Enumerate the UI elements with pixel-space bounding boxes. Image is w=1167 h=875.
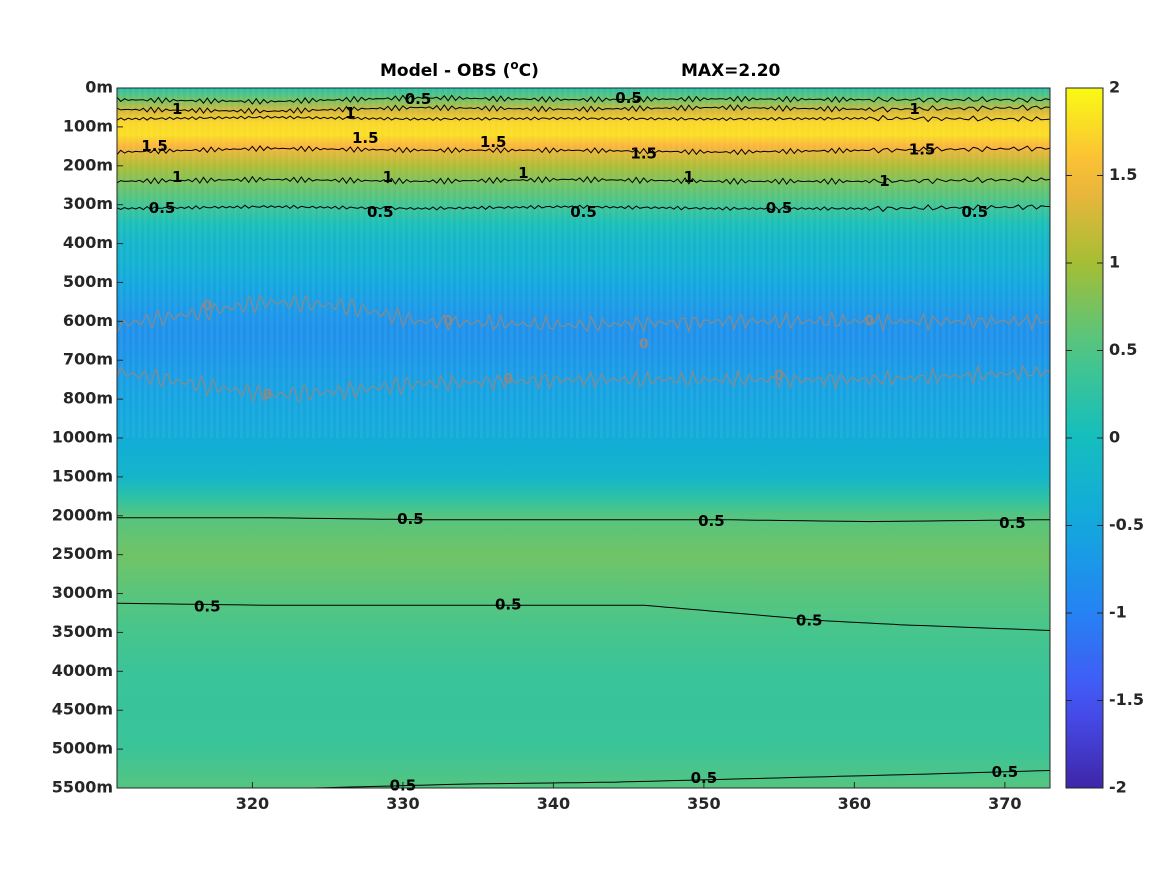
y-tick-label-12: 2500m bbox=[52, 544, 113, 563]
contour-label-13: 1 bbox=[684, 168, 694, 186]
contour-label-22: 0 bbox=[639, 337, 649, 353]
y-tick-label-10: 1500m bbox=[52, 466, 113, 485]
y-tick-label-9: 1000m bbox=[52, 428, 113, 447]
contour-label-27: 0.5 bbox=[397, 510, 424, 528]
contour-line-8 bbox=[117, 517, 1050, 523]
colorbar-bar bbox=[1066, 88, 1103, 788]
y-tick-label-2: 200m bbox=[63, 155, 113, 174]
contour-label-31: 0.5 bbox=[495, 596, 522, 614]
contour-label-16: 0.5 bbox=[367, 203, 394, 221]
contour-line-2 bbox=[117, 114, 1050, 123]
colorbar-tick-label-2: 1 bbox=[1109, 253, 1120, 272]
y-tick-label-18: 5500m bbox=[52, 778, 113, 797]
contour-label-1: 0.5 bbox=[615, 89, 642, 107]
contour-label-15: 0.5 bbox=[149, 199, 176, 217]
contour-label-34: 0.5 bbox=[691, 769, 718, 787]
contour-label-9: 1.5 bbox=[909, 141, 936, 159]
contour-label-18: 0.5 bbox=[766, 199, 793, 217]
x-tick-label-3: 350 bbox=[687, 794, 720, 813]
contour-label-7: 1.5 bbox=[480, 133, 507, 151]
contour-label-10: 1 bbox=[172, 168, 182, 186]
colorbar-tick-label-4: 0 bbox=[1109, 428, 1120, 447]
contour-label-28: 0.5 bbox=[698, 512, 725, 530]
contour-label-35: 0.5 bbox=[992, 763, 1019, 781]
colorbar-tick-label-5: -0.5 bbox=[1109, 515, 1144, 534]
contour-label-23: 0 bbox=[865, 313, 875, 329]
contour-label-14: 1 bbox=[879, 172, 889, 190]
contour-label-3: 1 bbox=[345, 104, 355, 122]
contour-label-19: 0.5 bbox=[962, 203, 989, 221]
contour-label-26: 0 bbox=[774, 368, 784, 384]
contour-line-5 bbox=[117, 204, 1050, 213]
x-axis: 320 330 340 350 360 370 bbox=[236, 782, 1022, 813]
contour-label-17: 0.5 bbox=[570, 203, 597, 221]
y-tick-label-6: 600m bbox=[63, 311, 113, 330]
y-tick-label-3: 300m bbox=[63, 194, 113, 213]
y-tick-label-7: 700m bbox=[63, 350, 113, 369]
contour-line-1 bbox=[117, 104, 1050, 115]
y-tick-label-13: 3000m bbox=[52, 583, 113, 602]
y-tick-label-15: 4000m bbox=[52, 661, 113, 680]
y-tick-label-17: 5000m bbox=[52, 739, 113, 758]
contour-line-0 bbox=[117, 94, 1050, 105]
contour-label-32: 0.5 bbox=[796, 611, 823, 629]
contour-line-4 bbox=[117, 175, 1050, 185]
colorbar-ticks: 2 1.5 1 0.5 0 -0.5 -1 -1.5 -2 bbox=[1066, 78, 1144, 797]
x-tick-label-4: 360 bbox=[838, 794, 871, 813]
contour-label-0: 0.5 bbox=[405, 90, 432, 108]
contour-label-24: 0 bbox=[263, 387, 273, 403]
colorbar-tick-label-3: 0.5 bbox=[1109, 340, 1137, 359]
contour-line-7 bbox=[117, 364, 1050, 403]
contour-label-8: 1.5 bbox=[630, 145, 657, 163]
contour-label-6: 1.5 bbox=[352, 129, 379, 147]
x-tick-label-2: 340 bbox=[537, 794, 570, 813]
contour-label-2: 1 bbox=[172, 100, 182, 118]
contour-label-11: 1 bbox=[383, 168, 393, 186]
contour-label-21: 0 bbox=[443, 313, 453, 329]
colorbar-tick-label-8: -2 bbox=[1109, 778, 1127, 797]
x-tick-label-1: 330 bbox=[386, 794, 419, 813]
contour-label-12: 1 bbox=[518, 164, 528, 182]
contour-label-29: 0.5 bbox=[999, 514, 1026, 532]
x-tick-label-0: 320 bbox=[236, 794, 269, 813]
contour-label-5: 1.5 bbox=[141, 137, 168, 155]
y-tick-label-5: 500m bbox=[63, 272, 113, 291]
chart-title: Model - OBS (oC) bbox=[380, 58, 539, 81]
y-tick-label-8: 800m bbox=[63, 389, 113, 408]
contour-label-30: 0.5 bbox=[194, 598, 221, 616]
x-tick-label-5: 370 bbox=[988, 794, 1021, 813]
contour-label-25: 0 bbox=[503, 372, 513, 388]
y-tick-label-4: 400m bbox=[63, 233, 113, 252]
colorbar-tick-label-0: 2 bbox=[1109, 78, 1120, 97]
contour-label-20: 0 bbox=[202, 298, 212, 314]
contour-line-3 bbox=[117, 145, 1050, 156]
plot-area: 0.5 0.51 1 11.5 1.5 1.51.5 1.51 1 1 1 10.5 0.5 0.5 0.… bbox=[116, 87, 1051, 795]
y-tick-label-14: 3500m bbox=[52, 622, 113, 641]
contour-line-9 bbox=[117, 602, 1050, 631]
contour-label-layer: 0.5 0.51 1 11.5 1.5 1.51.5 1.51 1 1 1 10.5 0.5 0.5 0.… bbox=[141, 89, 1025, 795]
colorbar: 2 1.5 1 0.5 0 -0.5 -1 -1.5 -2 bbox=[1065, 78, 1144, 797]
contour-line-10 bbox=[312, 770, 1050, 788]
colorbar-tick-label-6: -1 bbox=[1109, 603, 1127, 622]
colorbar-tick-label-7: -1.5 bbox=[1109, 690, 1144, 709]
contour-line-6 bbox=[117, 294, 1050, 334]
y-axis: 0m 100m 200m 300m 400m 500m 600m 700m 800m 1000m 1… bbox=[52, 78, 123, 797]
max-annotation: MAX=2.20 bbox=[681, 61, 781, 81]
y-tick-label-0: 0m bbox=[85, 78, 113, 97]
colorbar-tick-label-1: 1.5 bbox=[1109, 165, 1137, 184]
contour-label-4: 1 bbox=[909, 100, 919, 118]
y-tick-label-11: 2000m bbox=[52, 505, 113, 524]
y-tick-label-1: 100m bbox=[63, 116, 113, 135]
contour-layer bbox=[117, 94, 1050, 788]
y-tick-label-16: 4500m bbox=[52, 700, 113, 719]
